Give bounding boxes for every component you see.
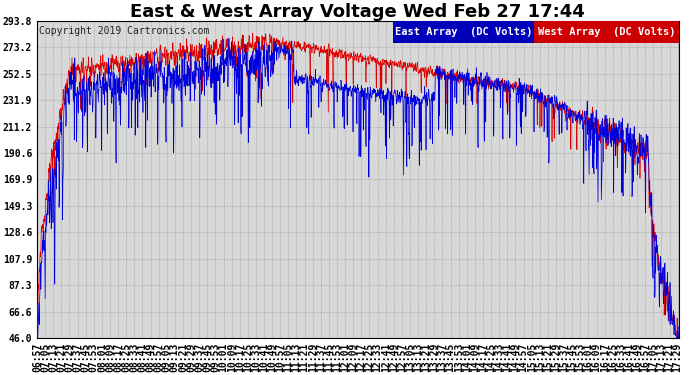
Text: West Array  (DC Volts): West Array (DC Volts) bbox=[538, 27, 676, 37]
FancyBboxPatch shape bbox=[534, 21, 679, 42]
Text: Copyright 2019 Cartronics.com: Copyright 2019 Cartronics.com bbox=[39, 26, 209, 36]
Text: East Array  (DC Volts): East Array (DC Volts) bbox=[395, 27, 533, 37]
FancyBboxPatch shape bbox=[393, 21, 534, 42]
Title: East & West Array Voltage Wed Feb 27 17:44: East & West Array Voltage Wed Feb 27 17:… bbox=[130, 3, 585, 21]
